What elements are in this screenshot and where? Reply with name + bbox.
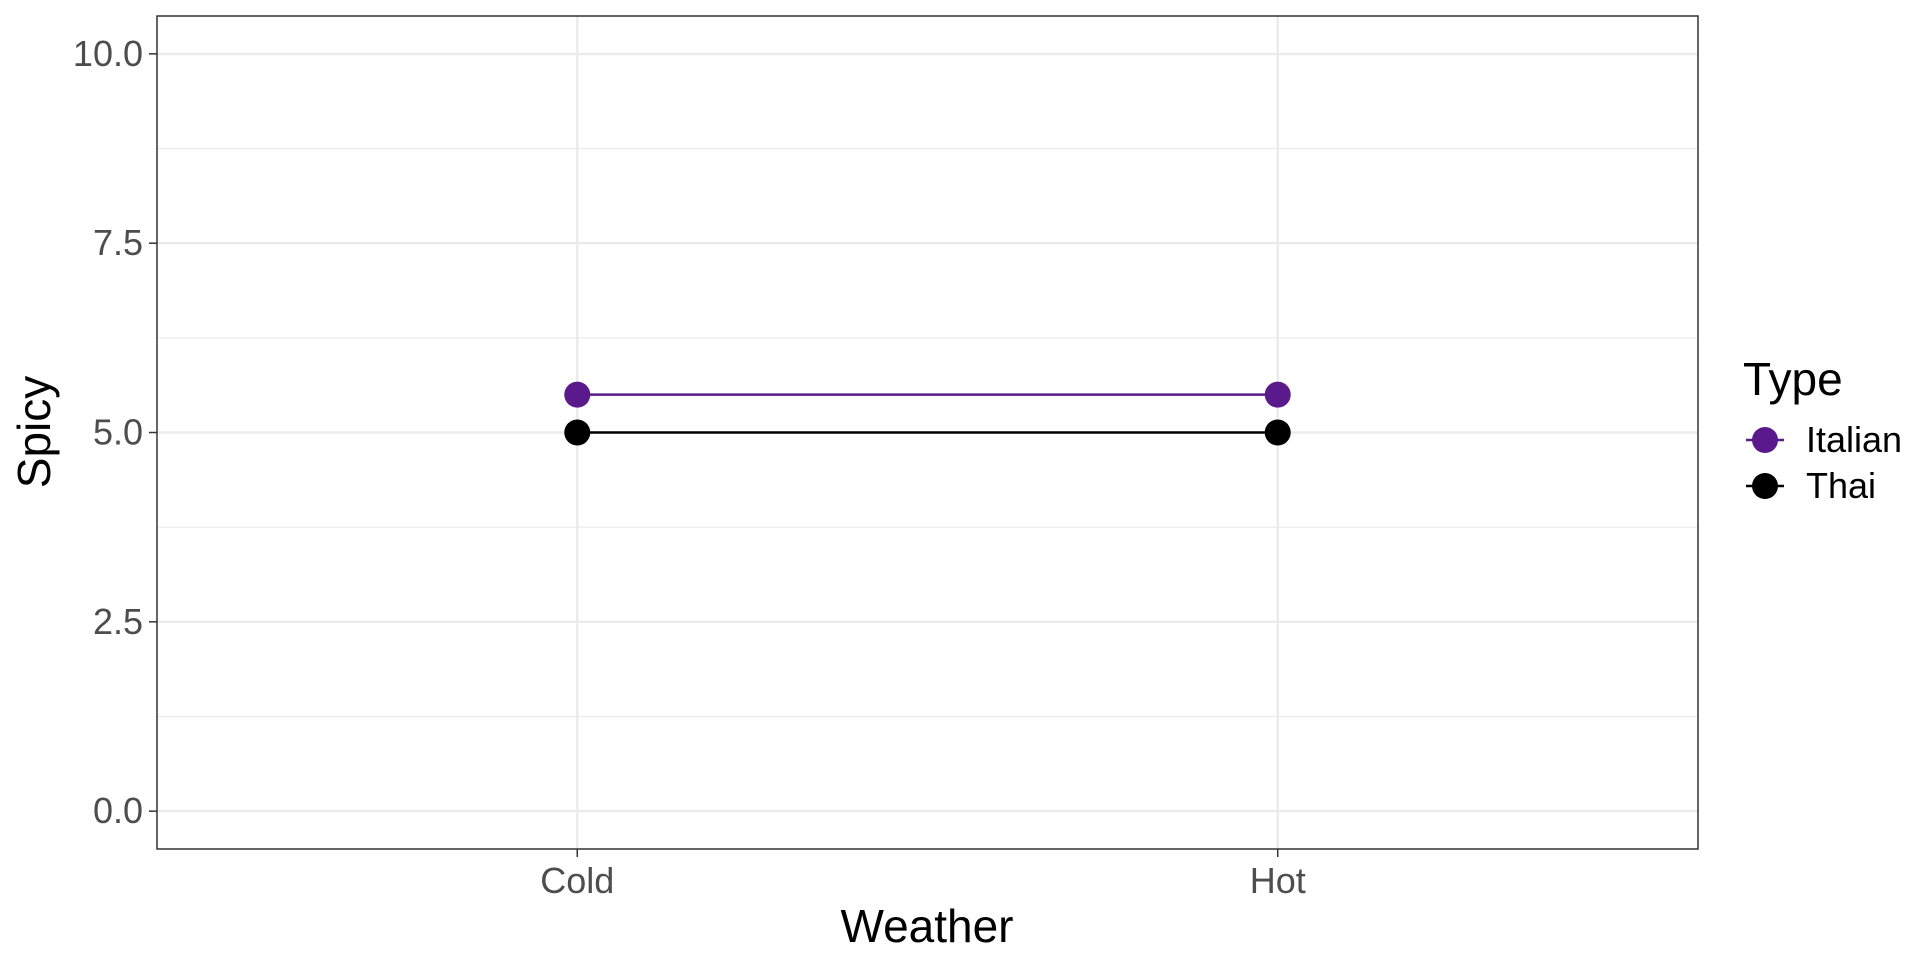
legend: Type Italian Thai bbox=[1743, 353, 1902, 506]
grid-lines bbox=[157, 16, 1698, 849]
y-tick-label: 10.0 bbox=[73, 33, 143, 74]
x-axis-title: Weather bbox=[840, 900, 1013, 952]
data-point bbox=[1264, 419, 1291, 446]
y-tick-label: 0.0 bbox=[93, 790, 143, 831]
x-tick-label: Hot bbox=[1250, 860, 1306, 901]
series-italian bbox=[564, 381, 1291, 408]
series-thai bbox=[564, 419, 1291, 446]
data-point bbox=[564, 381, 591, 408]
legend-item: Thai bbox=[1746, 465, 1876, 506]
legend-key-point bbox=[1752, 427, 1778, 453]
legend-title: Type bbox=[1743, 353, 1843, 405]
y-tick-label: 5.0 bbox=[93, 412, 143, 453]
y-axis-title: Spicy bbox=[8, 376, 60, 488]
data-point bbox=[1264, 381, 1291, 408]
y-tick-label: 7.5 bbox=[93, 222, 143, 263]
series-layer bbox=[564, 381, 1291, 446]
data-point bbox=[564, 419, 591, 446]
legend-label: Thai bbox=[1806, 465, 1876, 506]
x-tick-label: Cold bbox=[540, 860, 614, 901]
legend-item: Italian bbox=[1746, 419, 1902, 460]
legend-key-point bbox=[1752, 473, 1778, 499]
y-tick-label: 2.5 bbox=[93, 601, 143, 642]
legend-label: Italian bbox=[1806, 419, 1902, 460]
axis-ticks: 0.0 2.5 5.0 7.5 10.0 Cold Hot bbox=[73, 33, 1306, 901]
